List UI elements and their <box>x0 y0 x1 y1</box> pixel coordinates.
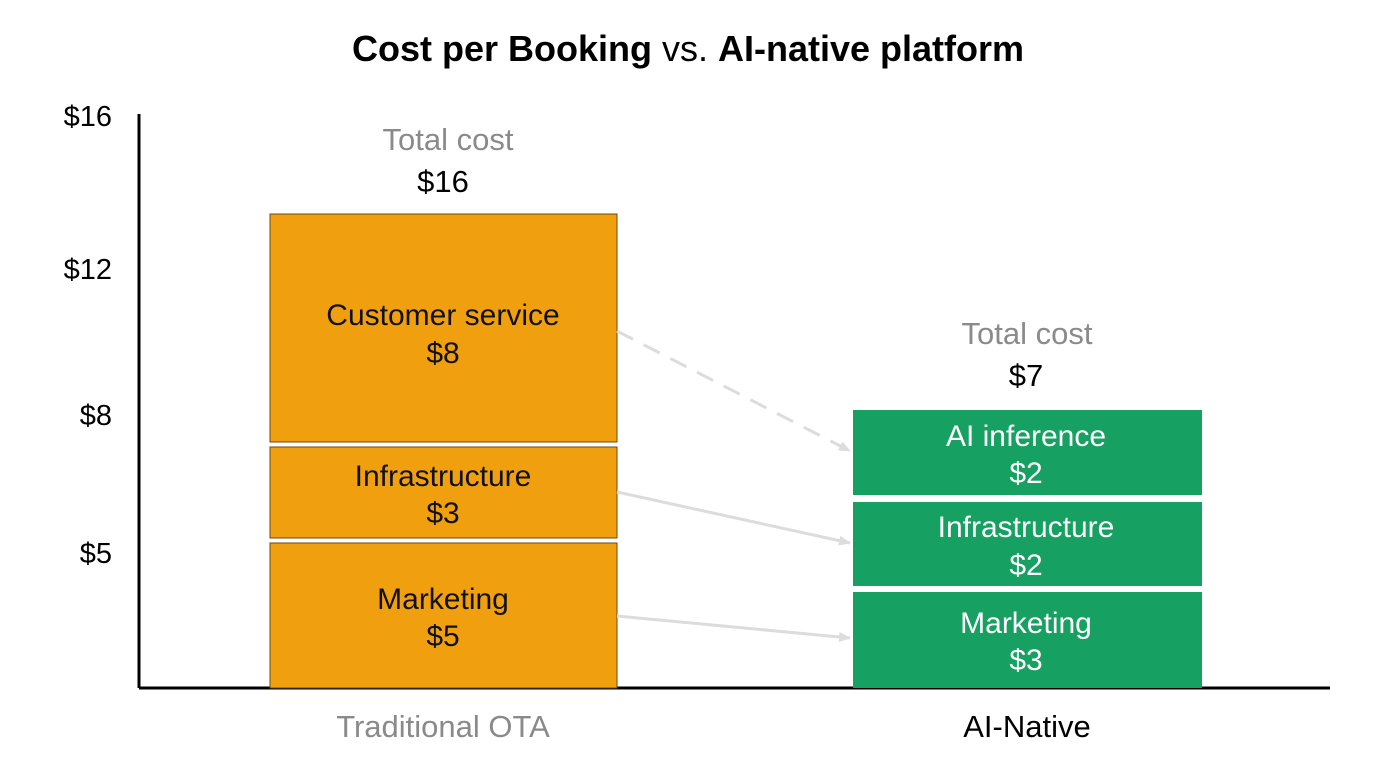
segment-name-label: Infrastructure <box>355 460 532 493</box>
segment-value-label: $3 <box>1009 644 1042 677</box>
segment-value-label: $3 <box>426 497 459 530</box>
chart-title: Cost per Booking vs. AI-native platform <box>0 28 1376 70</box>
total-cost-value: $16 <box>417 164 469 199</box>
title-part-1: Cost per Booking <box>351 28 652 69</box>
y-tick-label: $16 <box>64 101 112 133</box>
segment-name-label: Customer service <box>326 299 559 332</box>
category-label-traditional: Traditional OTA <box>336 709 550 744</box>
segment-value-label: $2 <box>1009 549 1042 582</box>
bar-segment-ai-inference <box>853 410 1202 495</box>
y-tick-label: $5 <box>80 538 112 570</box>
bar-segment-traditional-marketing <box>269 542 618 689</box>
segment-value-label: $8 <box>426 337 459 370</box>
arrow-infrastructure-to-infrastructure <box>616 490 851 546</box>
segment-name-label: Marketing <box>960 607 1092 640</box>
y-tick-label: $12 <box>64 254 112 286</box>
title-part-2: vs. <box>651 28 718 69</box>
bar-segment-ai-marketing <box>853 592 1202 688</box>
bar-segment-traditional-customer-service <box>269 213 618 443</box>
bar-segment-traditional-infrastructure <box>269 446 618 539</box>
bar-segment-ai-infrastructure <box>853 502 1202 586</box>
segment-value-label: $5 <box>426 620 459 653</box>
segment-name-label: AI inference <box>946 420 1106 453</box>
y-tick-label: $8 <box>80 400 112 432</box>
segment-name-label: Marketing <box>377 583 509 616</box>
category-label-ai-native: AI-Native <box>963 709 1090 744</box>
total-cost-label: Total cost <box>383 122 514 157</box>
segment-value-label: $2 <box>1009 457 1042 490</box>
arrow-customer-service-to-ai-inference <box>616 329 851 453</box>
total-cost-label: Total cost <box>962 316 1093 351</box>
segment-name-label: Infrastructure <box>938 511 1115 544</box>
total-cost-value: $7 <box>1009 358 1043 393</box>
title-part-3: AI-native platform <box>717 28 1025 69</box>
arrow-marketing-to-marketing <box>616 614 851 642</box>
